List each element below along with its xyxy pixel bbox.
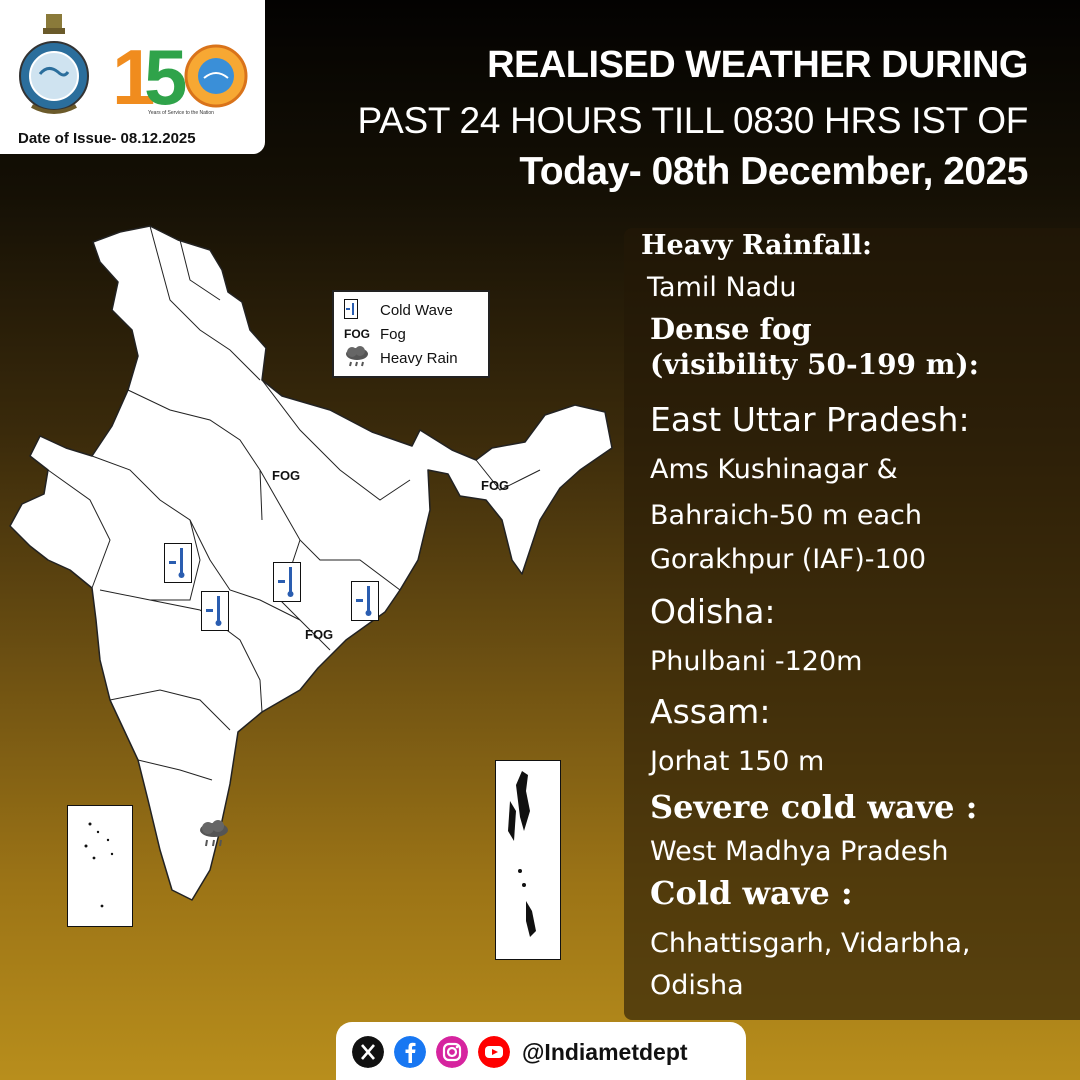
fog-label-odisha: FOG <box>305 627 334 642</box>
heavy-rain-icon-tamil-nadu <box>200 820 228 847</box>
logo-tagline: Years of Service to the Nation <box>148 110 214 116</box>
imd-emblem-icon <box>19 14 89 114</box>
andaman-nicobar-inset <box>495 760 561 960</box>
cold-wave-heading: Cold wave : <box>650 874 853 912</box>
x-icon[interactable] <box>352 1036 384 1068</box>
legend-item-fog: FOG Fog <box>344 325 406 343</box>
social-handle[interactable]: @Indiametdept <box>522 1039 688 1065</box>
youtube-icon[interactable] <box>478 1036 510 1068</box>
heavy-rain-icon <box>344 345 380 371</box>
cold-wave-line1: Chhattisgarh, Vidarbha, <box>650 928 971 959</box>
india-outline <box>9 225 613 901</box>
odisha-line: Phulbani -120m <box>650 646 863 677</box>
legend-item-cold-wave: Cold Wave <box>344 298 453 322</box>
heavy-rainfall-region: Tamil Nadu <box>647 272 797 303</box>
svg-text:5: 5 <box>144 34 187 118</box>
legend-item-heavy-rain: Heavy Rain <box>344 345 458 371</box>
logo-card: 1 5 Years of Service to the Nation Date … <box>0 0 265 154</box>
cold-wave-icon <box>344 298 380 322</box>
social-footer: @Indiametdept <box>336 1022 746 1080</box>
dense-fog-heading: Dense fog <box>650 312 812 346</box>
cold-wave-icon-vidarbha <box>201 591 229 631</box>
instagram-icon[interactable] <box>436 1036 468 1068</box>
assam-heading: Assam: <box>650 692 771 731</box>
cold-wave-line2: Odisha <box>650 970 744 1001</box>
east-up-heading: East Uttar Pradesh: <box>650 400 970 439</box>
page-date-title: Today- 08th December, 2025 <box>519 150 1028 193</box>
odisha-heading: Odisha: <box>650 592 776 631</box>
fog-label-assam: FOG <box>481 478 510 493</box>
cold-wave-icon-west-mp <box>164 543 192 583</box>
severe-cold-wave-region: West Madhya Pradesh <box>650 836 949 867</box>
assam-line: Jorhat 150 m <box>650 746 825 777</box>
issue-date: Date of Issue- 08.12.2025 <box>18 130 196 147</box>
cold-wave-icon-chhattisgarh <box>273 562 301 602</box>
150-years-logo: 1 5 <box>112 34 248 118</box>
facebook-icon[interactable] <box>394 1036 426 1068</box>
map-legend: Cold Wave FOG Fog Heavy Rain <box>332 290 490 378</box>
fog-symbol: FOG <box>344 327 370 341</box>
fog-label-uttar-pradesh: FOG <box>272 468 301 483</box>
page-title-line2: PAST 24 HOURS TILL 0830 HRS IST OF <box>357 100 1029 141</box>
east-up-line3: Gorakhpur (IAF)-100 <box>650 544 927 575</box>
east-up-line2: Bahraich-50 m each <box>650 500 922 531</box>
svg-text:1: 1 <box>112 34 155 118</box>
east-up-line1: Ams Kushinagar & <box>650 454 898 485</box>
weather-info-panel: Heavy Rainfall: Tamil Nadu Dense fog (vi… <box>624 228 1080 1020</box>
page-title: REALISED WEATHER DURING <box>487 44 1028 86</box>
lakshadweep-inset <box>67 805 133 927</box>
india-map <box>9 225 613 901</box>
dense-fog-subheading: (visibility 50-199 m): <box>650 348 979 381</box>
severe-cold-wave-heading: Severe cold wave : <box>650 788 978 826</box>
cold-wave-icon-odisha <box>351 581 379 621</box>
heavy-rainfall-heading: Heavy Rainfall: <box>641 230 872 261</box>
